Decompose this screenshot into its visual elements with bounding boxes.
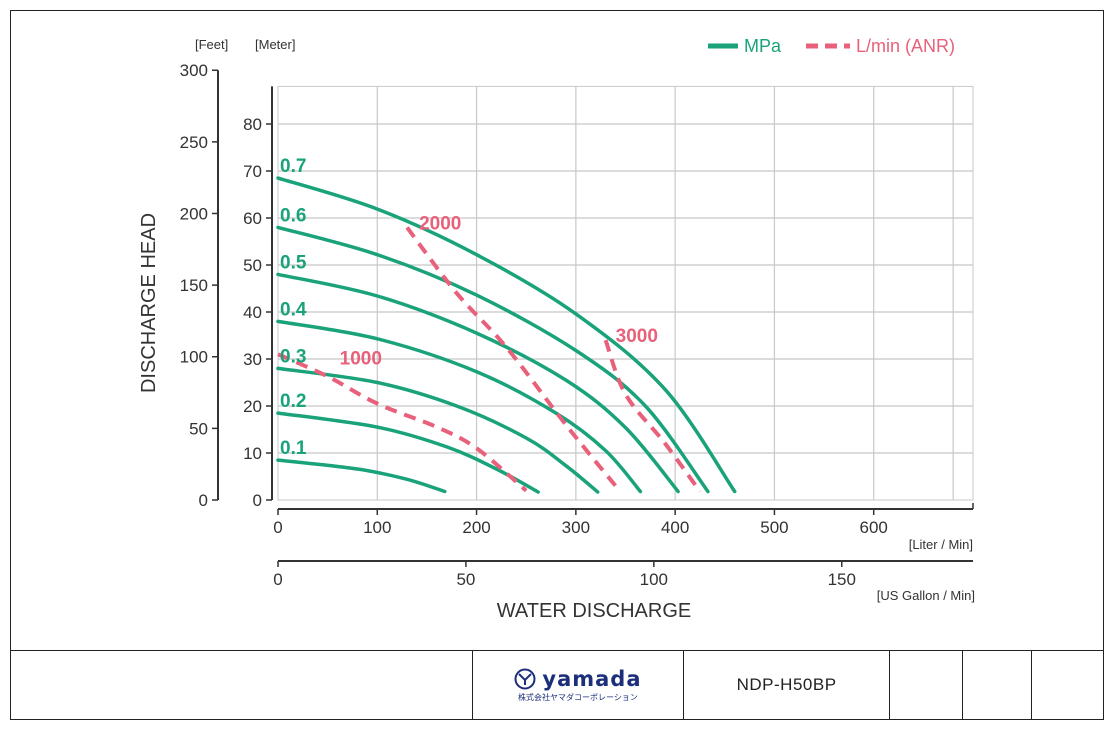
x-secondary-unit: [US Gallon / Min] [877,588,975,603]
x-primary-tick-label: 500 [760,518,788,537]
y-primary-tick-label: 0 [253,491,262,510]
y-secondary-unit: [Feet] [195,37,228,52]
title-block-empty-cell [889,651,962,719]
x-axis-label: WATER DISCHARGE [497,600,691,622]
pressure-curve-label: 0.6 [280,205,306,226]
y-primary-tick-label: 60 [243,209,262,228]
y-primary-tick-label: 70 [243,162,262,181]
pressure-curve-0-7 [276,176,737,494]
y-primary-tick-label: 20 [243,397,262,416]
x-primary-tick-label: 100 [363,518,391,537]
y-primary-tick-label: 40 [243,303,262,322]
title-block-blank-cell [11,651,472,719]
y-primary-tick-label: 50 [243,256,262,275]
air-curve-3000 [603,339,702,493]
company-logo-subtitle: 株式会社ヤマダコーポレーション [518,693,638,702]
y-secondary-tick-label: 250 [180,133,208,152]
company-logo: yamada [514,667,641,691]
y-primary-unit: [Meter] [255,37,295,52]
x-primary-tick-label: 600 [860,518,888,537]
y-secondary-tick-label: 300 [180,61,208,80]
title-block-empty-cell [962,651,1031,719]
x-secondary-tick-label: 100 [640,570,668,589]
pressure-curve-label: 0.7 [280,156,306,177]
pressure-curve-label: 0.1 [280,438,307,459]
air-curve-label: 3000 [616,326,658,347]
x-primary-tick-label: 200 [462,518,490,537]
y-primary-tick-label: 30 [243,350,262,369]
legend-air-label: L/min (ANR) [856,36,955,56]
pressure-curve-label: 0.2 [280,391,306,412]
y-primary-tick-label: 10 [243,444,262,463]
pressure-curve-label: 0.5 [280,252,307,273]
pressure-curve-0-4 [276,319,643,494]
y-secondary-tick-label: 100 [180,348,208,367]
x-secondary-tick-label: 150 [828,570,856,589]
pressure-curve-0-3 [276,366,600,494]
air-curve-1000 [277,352,528,493]
y-secondary-tick-label: 0 [199,491,208,510]
title-block-empty-cell [1031,651,1103,719]
pressure-curve-0-2 [276,411,540,494]
pressure-curve-label: 0.3 [280,346,306,367]
y-secondary-tick-label: 150 [180,276,208,295]
x-primary-tick-label: 0 [273,518,282,537]
legend: MPa L/min (ANR) [708,36,955,56]
y-secondary-tick-label: 50 [189,419,208,438]
model-number: NDP-H50BP [682,651,890,719]
logo-cell: yamada 株式会社ヤマダコーポレーション [472,651,683,719]
y-axis-label: DISCHARGE HEAD [138,213,160,393]
x-primary-tick-label: 400 [661,518,689,537]
air-curve-label: 1000 [340,348,382,369]
air-curve-label: 2000 [419,213,461,234]
x-primary-unit: [Liter / Min] [909,537,973,552]
series-layer [276,176,737,494]
x-secondary-tick-label: 0 [273,570,282,589]
company-logo-wordmark: yamada [542,667,642,691]
y-secondary-tick-label: 200 [180,204,208,223]
plot-area-border [277,85,974,501]
title-block: yamada 株式会社ヤマダコーポレーション NDP-H50BP [10,650,1104,720]
y-primary-tick-label: 80 [243,115,262,134]
x-primary-tick-label: 300 [562,518,590,537]
x-secondary-tick-label: 50 [456,570,475,589]
legend-mpa-label: MPa [744,36,782,56]
series-labels: 0.1 0.2 0.3 0.4 0.5 0.6 0.7 1000 2000 3000 [280,156,658,459]
pressure-curve-label: 0.4 [280,299,307,320]
chart-frame [10,10,1104,720]
grid [277,85,974,501]
yamada-emblem-icon [514,668,536,690]
pressure-curve-0-5 [276,272,680,494]
pressure-curve-0-1 [276,458,447,494]
pressure-curve-0-6 [276,225,710,494]
